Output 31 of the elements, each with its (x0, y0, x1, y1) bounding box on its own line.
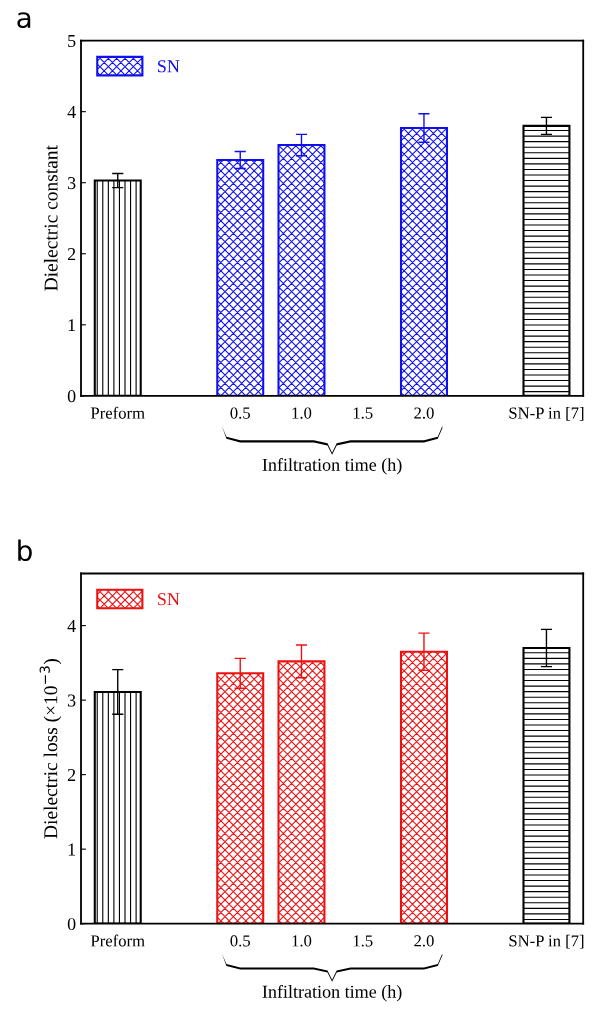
x-tick-label: 0.5 (230, 935, 250, 947)
x-tick-label: 1.0 (292, 407, 312, 419)
y-axis-title: Dielectric loss (×10$^{−3}$) (39, 659, 62, 839)
x-tick-label: 0.5 (230, 407, 250, 419)
x-tick-label: 2.0 (414, 407, 434, 419)
x-axis-title: Infiltration time (h) (262, 458, 402, 475)
x-tick-label: 1.5 (353, 935, 373, 947)
y-tick-label: 0 (67, 917, 76, 931)
y-tick-label: 4 (67, 620, 76, 632)
x-axis-title: Infiltration time (h) (262, 984, 402, 1002)
chart-title: b (18, 539, 32, 562)
legend-label: SN (158, 593, 180, 606)
y-tick-label: 1 (68, 843, 76, 856)
legend-label: SN (158, 60, 180, 73)
x-tick-label: 1.5 (353, 407, 373, 419)
x-tick-label: Preform (90, 406, 145, 419)
y-axis-title: Dielectric constant (43, 145, 58, 291)
chart-title: a (17, 12, 31, 29)
y-tick-label: 3 (67, 177, 76, 190)
y-tick-label: 0 (67, 390, 76, 403)
y-tick-label: 2 (67, 768, 76, 781)
x-tick-label: 1.0 (292, 935, 312, 947)
x-tick-label: Preform (90, 934, 145, 947)
y-tick-label: 1 (68, 319, 76, 332)
y-tick-label: 5 (68, 35, 76, 48)
x-tick-label: SN-P in [7] (509, 406, 584, 421)
x-tick-label: SN-P in [7] (509, 934, 584, 949)
y-tick-label: 2 (67, 248, 76, 261)
y-tick-label: 3 (67, 694, 76, 707)
x-tick-label: 2.0 (414, 935, 434, 947)
y-tick-label: 4 (67, 106, 76, 118)
